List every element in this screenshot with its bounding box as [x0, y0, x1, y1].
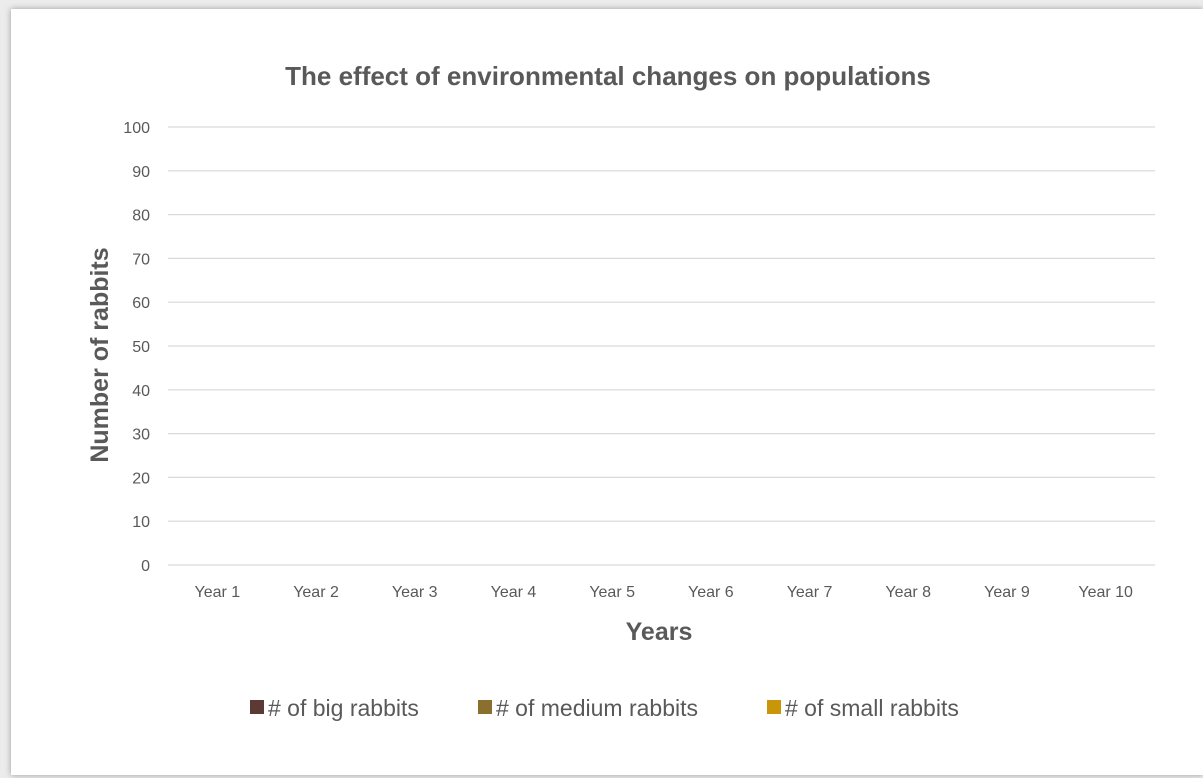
legend-label: # of small rabbits: [785, 695, 959, 721]
x-tick-label: Year 9: [984, 584, 1030, 601]
chart-frame: The effect of environmental changes on p…: [11, 9, 1203, 775]
y-tick-label: 20: [132, 470, 150, 487]
x-tick-label: Year 10: [1078, 584, 1133, 601]
legend-item: # of small rabbits: [767, 695, 959, 721]
x-tick-label: Year 5: [589, 584, 635, 601]
chart-title: The effect of environmental changes on p…: [285, 61, 931, 91]
gridlines: [168, 126, 1155, 566]
y-tick-label: 70: [132, 251, 150, 268]
x-axis-title: Years: [626, 618, 693, 646]
y-tick-label: 90: [132, 164, 150, 181]
x-tick-label: Year 6: [688, 584, 734, 601]
legend-item: # of big rabbits: [250, 695, 419, 721]
x-tick-label: Year 7: [787, 584, 833, 601]
y-tick-label: 100: [123, 120, 150, 137]
legend: # of big rabbits # of medium rabbits # of …: [250, 695, 959, 721]
legend-swatch: [767, 700, 781, 714]
legend-label: # of big rabbits: [268, 695, 419, 721]
legend-item: # of medium rabbits: [478, 695, 698, 721]
y-tick-label: 40: [132, 383, 150, 400]
y-axis-title: Number of rabbits: [86, 247, 114, 462]
x-tick-label: Year 3: [392, 584, 438, 601]
x-tick-label: Year 1: [195, 584, 241, 601]
y-tick-label: 10: [132, 514, 150, 531]
x-tick-label: Year 4: [491, 584, 537, 601]
y-tick-label: 0: [141, 558, 150, 575]
chart-canvas: The effect of environmental changes on p…: [86, 61, 1155, 721]
y-axis-ticks: 0 10 20 30 40 50 60 70 80 90 100: [123, 120, 150, 575]
y-tick-label: 30: [132, 427, 150, 444]
y-tick-label: 60: [132, 295, 150, 312]
legend-swatch: [250, 700, 264, 714]
x-tick-label: Year 8: [885, 584, 931, 601]
y-tick-label: 50: [132, 339, 150, 356]
x-tick-label: Year 2: [293, 584, 339, 601]
y-tick-label: 80: [132, 208, 150, 225]
legend-label: # of medium rabbits: [496, 695, 698, 721]
x-axis-ticks: Year 1 Year 2 Year 3 Year 4 Year 5 Year 6 Year…: [195, 584, 1134, 601]
legend-swatch: [478, 700, 492, 714]
